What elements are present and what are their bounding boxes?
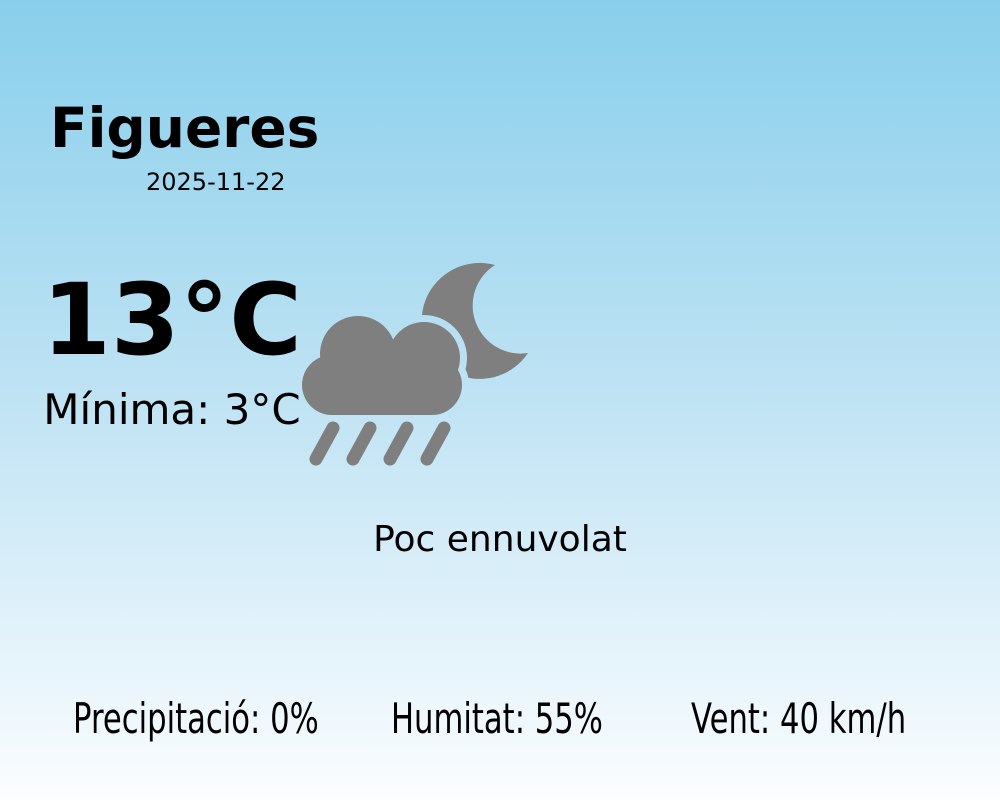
location-title: Figueres — [50, 96, 320, 160]
min-temperature: Mínima: 3°C — [43, 385, 301, 434]
rain-strokes — [309, 421, 451, 466]
wind-label: Vent: 40 km/h — [691, 694, 907, 743]
temperature-value: 13°C — [42, 263, 302, 378]
humidity-label: Humitat: 55% — [391, 694, 603, 743]
condition-label: Poc ennuvolat — [373, 519, 627, 560]
date-label: 2025-11-22 — [146, 168, 286, 196]
cloud-moon-rain-icon — [302, 262, 528, 466]
precipitation-label: Precipitació: 0% — [73, 694, 319, 743]
